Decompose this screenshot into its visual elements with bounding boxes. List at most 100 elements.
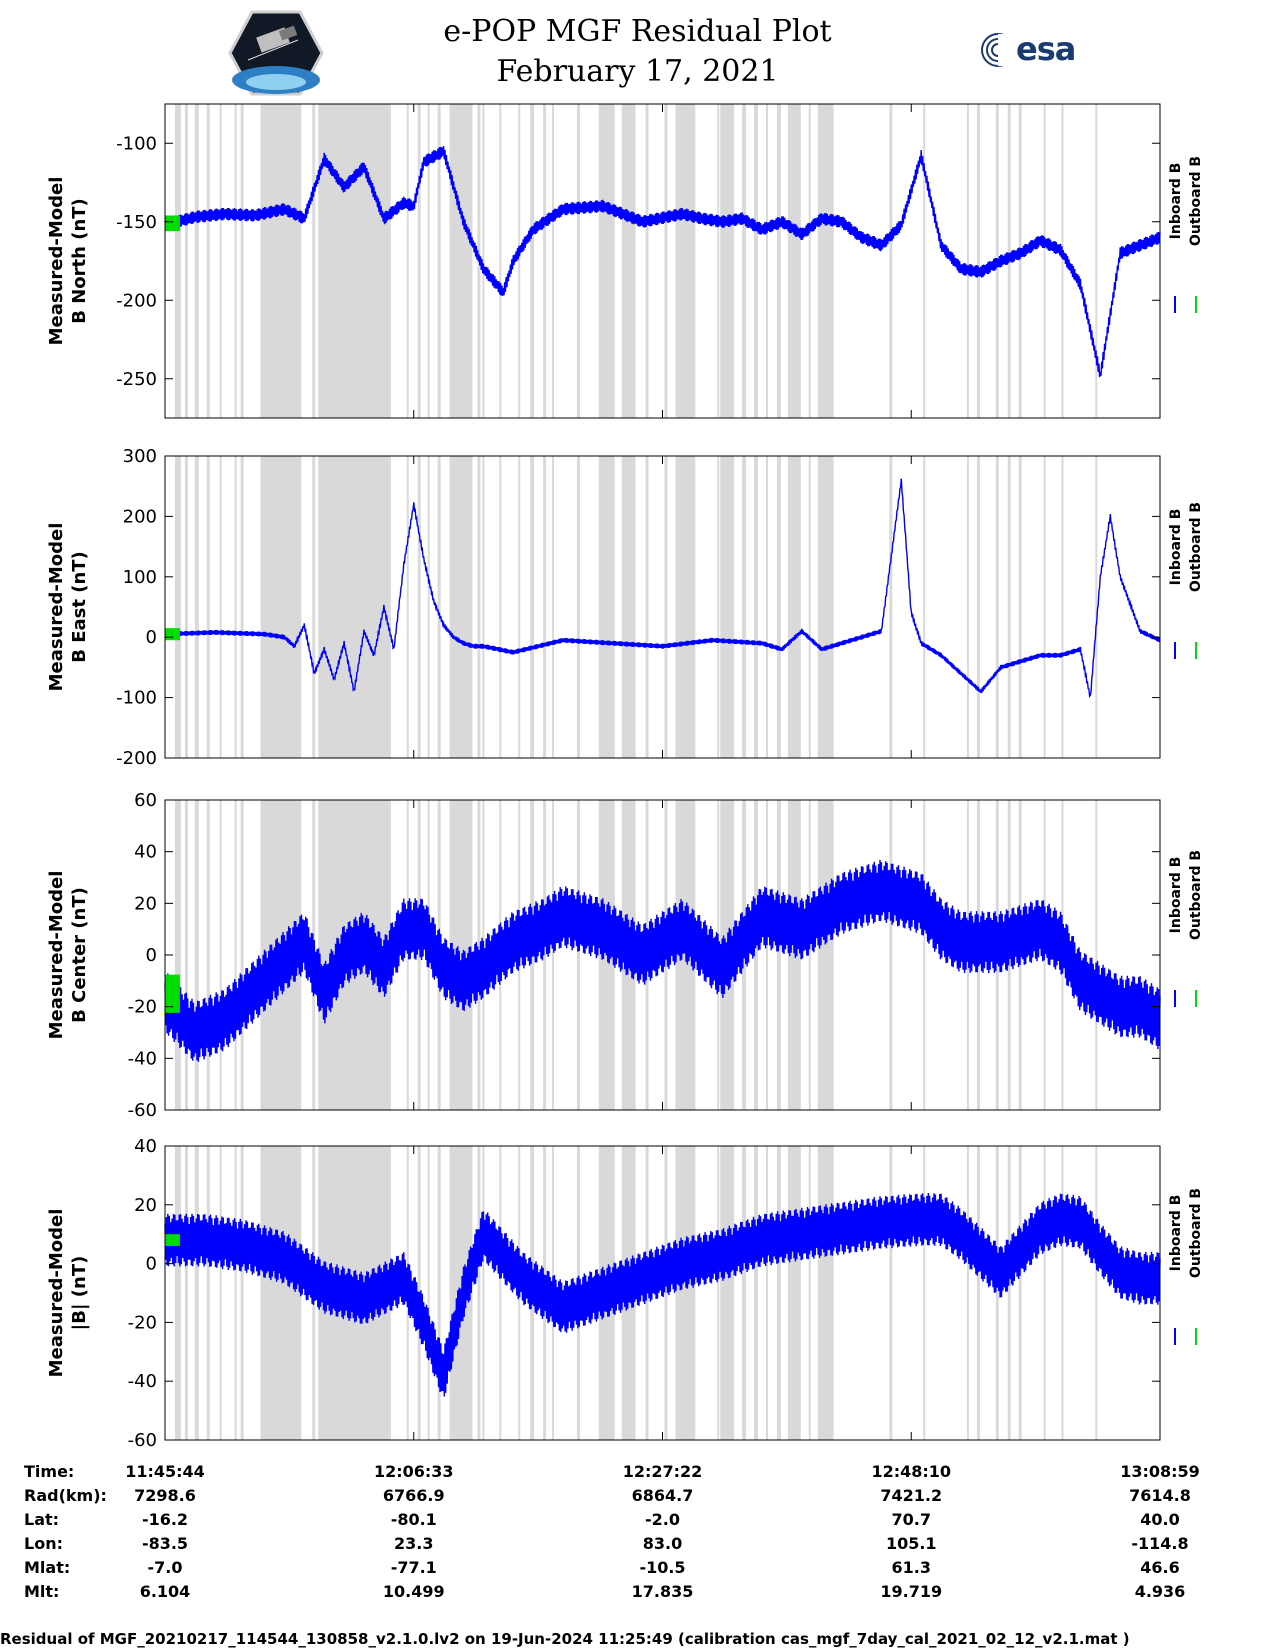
y-tick-label: 20 [134,893,157,914]
data-gap-band [1061,104,1064,418]
legend-entry: Inboard B [1168,509,1184,586]
data-gap-band [976,1146,980,1440]
data-gap-band [995,1146,999,1440]
data-gap-band [1095,456,1098,758]
data-gap-band [260,104,302,418]
data-gap-band [995,456,999,758]
data-gap-band [234,104,237,418]
data-gap-band [720,456,735,758]
info-row: Mlat: -7.0 -77.1 -10.5 61.3 46.6 [0,1558,1275,1582]
data-gap-band [318,456,391,758]
y-tick-label: -20 [128,1312,157,1333]
data-gap-band [976,104,980,418]
data-gap-band [1095,800,1098,1110]
data-gap-band [449,800,473,1110]
data-gap-band [234,1146,237,1440]
data-gap-band [482,456,485,758]
panel-4: 40 20 0 -20 -40 -60 Measured-Model |B| (nT) Inbo… [46,1136,1204,1451]
info-row-value: 83.0 [642,1534,683,1553]
data-gap-band [966,104,969,418]
data-gap-band [206,800,210,1110]
data-gap-band [1061,456,1064,758]
data-gap-band [499,456,502,758]
data-gap-band [717,1146,720,1440]
data-gap-band [427,104,430,418]
data-gap-band [499,104,502,418]
data-gap-band [776,456,781,758]
data-gap-band [184,1146,188,1440]
data-gap-band [1018,104,1022,418]
info-row-value: -2.0 [645,1510,680,1529]
y-axis-label: Measured-Model [46,177,67,346]
info-row-value: 12:27:22 [622,1462,703,1481]
y-tick-label: -40 [128,1048,157,1069]
data-gap-band [449,104,473,418]
info-row-value: 10.499 [382,1582,445,1601]
data-gap-band [1043,1146,1046,1440]
y-tick-label: 300 [123,446,157,467]
info-row-label: Lat: [24,1510,60,1529]
info-row-label: Time: [24,1462,75,1481]
y-tick-label: 200 [123,506,157,527]
data-gap-band [742,1146,747,1440]
y-axis-label: B North (nT) [69,198,90,324]
data-gap-band [518,104,521,418]
data-gap-band [417,800,421,1110]
data-gap-band [219,800,222,1110]
esa-logo [981,33,1016,67]
y-tick-label: -200 [116,748,157,769]
data-gap-band [552,800,555,1110]
data-gap-band [482,104,485,418]
info-row-value: -7.0 [147,1558,183,1577]
data-gap-band [675,456,696,758]
data-gap-band [1007,456,1011,758]
data-gap-band [576,800,580,1110]
data-gap-band [889,456,893,758]
data-gap-band [808,104,811,418]
legend-entry: Outboard B [1188,156,1204,246]
data-gap-band [1095,1146,1098,1440]
data-gap-band [234,800,237,1110]
panel-2: 300 200 100 0 -100 -200 Measured-Model B East (… [46,446,1204,769]
y-tick-label: -60 [128,1430,157,1451]
data-gap-band [817,104,834,418]
data-gap-band [598,104,615,418]
data-gap-band [194,1146,199,1440]
data-gap-band [318,104,391,418]
data-gap-band [765,1146,768,1440]
info-row: Time: 11:45:44 12:06:33 12:27:22 12:48:10 13:… [0,1462,1275,1486]
data-gap-band [543,456,547,758]
y-axis-label: |B| (nT) [69,1256,90,1331]
data-gap-band [240,456,244,758]
data-gap-band [1018,456,1022,758]
legend-entry: Inboard B [1168,163,1184,240]
y-axis-label: Measured-Model [46,523,67,692]
series-line-inboard [164,478,1161,699]
data-gap-band [808,456,811,758]
data-gap-band [427,456,430,758]
y-tick-label: -60 [128,1100,157,1121]
data-gap-band [543,104,547,418]
series-line-outboard [165,974,180,1013]
data-gap-band [174,1146,181,1440]
data-gap-band [552,456,555,758]
data-gap-band [817,800,834,1110]
data-gap-band [219,456,222,758]
data-gap-band [808,800,811,1110]
data-gap-band [260,456,302,758]
data-gap-band [234,456,237,758]
data-gap-band [923,800,926,1110]
y-axis-label: Measured-Model [46,1209,67,1378]
data-gap-band [1018,1146,1022,1440]
info-row-value: 7421.2 [880,1486,943,1505]
data-gap-band [406,104,409,418]
y-tick-label: 60 [134,790,157,811]
data-gap-band [427,1146,430,1440]
info-row-value: -10.5 [639,1558,686,1577]
data-gap-band [923,456,926,758]
data-gap-band [406,800,409,1110]
info-row-value: 6864.7 [631,1486,694,1505]
data-gap-band [765,456,768,758]
info-row-value: 7298.6 [134,1486,196,1505]
data-gap-band [776,800,781,1110]
